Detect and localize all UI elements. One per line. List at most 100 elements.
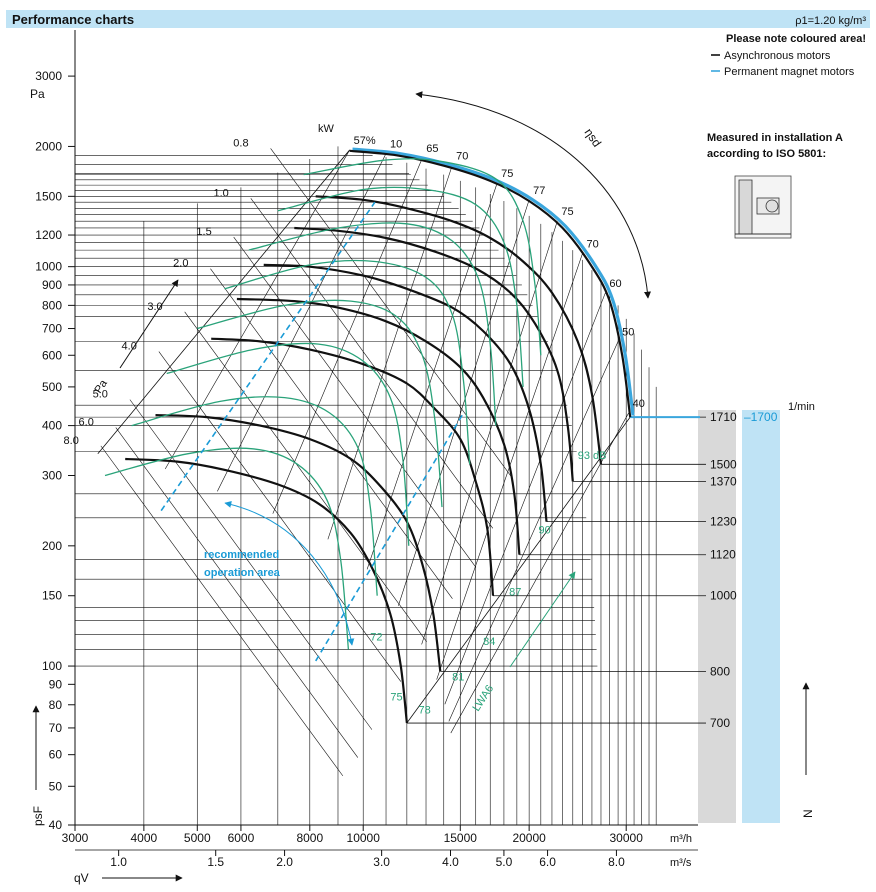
recommended-boundary-left: [160, 201, 376, 512]
sound-label: 78: [419, 705, 431, 717]
speed-label: 1230: [710, 515, 737, 529]
power-axis-arrow: [119, 279, 179, 369]
speed-label: 1500: [710, 457, 737, 471]
grey-speed-band: [698, 410, 736, 823]
power-label: 8.0: [64, 435, 79, 447]
speed-curve: [263, 263, 548, 522]
density-label: ρ1=1.20 kg/m³: [795, 15, 866, 27]
power-diagonal: [210, 268, 453, 599]
y-tick-label: 50: [49, 779, 63, 793]
x2-tick-label: 1.0: [110, 855, 127, 869]
label-layer: 40 50 60 70 80 90 100 150 200 300 400 500 600 700 800 9…: [35, 69, 777, 869]
speed-label: 1000: [710, 589, 737, 603]
x-primary-unit: m³/h: [670, 833, 692, 845]
recommended-label-1: recommended: [204, 549, 279, 561]
y-tick-label: 60: [49, 748, 63, 762]
efficiency-radial: [448, 341, 619, 722]
x-tick-label: 10000: [347, 831, 381, 845]
power-label: 1.0: [214, 187, 229, 199]
speed-label: 1370: [710, 474, 737, 488]
grid-layer: [68, 75, 706, 856]
recommended-boundary-right: [315, 412, 465, 662]
efficiency-label: 57%: [354, 135, 376, 147]
installation-a-pictogram: [734, 175, 792, 239]
y-axis-symbol: psF: [31, 806, 45, 826]
y-tick-label: 150: [42, 589, 62, 603]
y-tick-label: 2000: [35, 139, 62, 153]
x-tick-label: 20000: [512, 831, 546, 845]
blue-speed-band: [742, 410, 780, 823]
power-label: 0.8: [233, 137, 248, 149]
y-tick-label: 300: [42, 469, 62, 483]
legend-label-pm: Permanent magnet motors: [724, 66, 855, 78]
x2-tick-label: 4.0: [442, 855, 459, 869]
efficiency-axis-symbol: ηsd: [582, 126, 605, 150]
y-tick-label: 40: [49, 818, 63, 832]
y-tick-label: 1500: [35, 189, 62, 203]
lattice-bottom-edge: [406, 416, 631, 724]
efficiency-label: 70: [456, 151, 468, 163]
x-tick-label: 15000: [444, 831, 478, 845]
y-tick-label: 70: [49, 721, 63, 735]
sound-curve: [166, 342, 410, 546]
y-tick-label: 900: [42, 278, 62, 292]
sound-label: 93 dB: [578, 450, 607, 462]
note-label: Please note coloured area!: [726, 33, 866, 45]
efficiency-label: 65: [426, 143, 438, 155]
pm-speed-label: –1700: [744, 410, 778, 424]
efficiency-label: 40: [633, 398, 645, 410]
y-tick-label: 90: [49, 677, 63, 691]
speed-curve: [125, 457, 408, 724]
speed-axis-symbol: N: [801, 809, 815, 818]
measured-line-2: according to ISO 5801:: [707, 148, 826, 160]
power-label: 4.0: [122, 341, 137, 353]
y-tick-label: 400: [42, 419, 62, 433]
sound-label: 81: [452, 672, 464, 684]
efficiency-radial: [327, 165, 453, 540]
x-axis-symbol: qV: [74, 871, 89, 885]
power-label: 6.0: [79, 417, 94, 429]
power-label: 2.0: [173, 258, 188, 270]
efficiency-label: 77: [533, 185, 545, 197]
sound-axis-arrow: [509, 571, 576, 668]
y-tick-label: 800: [42, 298, 62, 312]
sound-curve: [224, 259, 471, 465]
x-tick-label: 5000: [184, 831, 211, 845]
speed-label: 800: [710, 664, 730, 678]
x-tick-label: 8000: [296, 831, 323, 845]
x2-tick-label: 1.5: [207, 855, 224, 869]
sound-label: 75: [390, 691, 402, 703]
x2-tick-label: 5.0: [496, 855, 513, 869]
power-label: 1.5: [196, 226, 211, 238]
x-tick-label: 6000: [228, 831, 255, 845]
sound-label: 90: [539, 524, 551, 536]
recommended-label-2: operation area: [204, 567, 281, 579]
speed-curve: [155, 414, 442, 672]
header-band: [6, 10, 870, 28]
x2-tick-label: 2.0: [276, 855, 293, 869]
y-tick-label: 600: [42, 348, 62, 362]
sound-label: 84: [483, 636, 495, 648]
speed-curve: [315, 195, 603, 465]
sound-curve: [131, 396, 378, 596]
power-diagonal: [233, 236, 476, 568]
efficiency-label: 70: [587, 238, 599, 250]
efficiency-label: 75: [561, 206, 573, 218]
power-label: 5.0: [93, 389, 108, 401]
y-tick-label: 3000: [35, 69, 62, 83]
sound-axis-symbol: LWA6: [470, 683, 496, 714]
efficiency-radial: [272, 157, 423, 514]
x-secondary-unit: m³/s: [670, 857, 692, 869]
x2-tick-label: 3.0: [373, 855, 390, 869]
chart-title: Performance charts: [12, 12, 134, 27]
efficiency-radial: [217, 153, 387, 492]
efficiency-label: 60: [609, 278, 621, 290]
y-tick-label: 80: [49, 698, 63, 712]
x-tick-label: 3000: [62, 831, 89, 845]
efficiency-label: 50: [622, 326, 634, 338]
y-tick-label: 100: [42, 659, 62, 673]
efficiency-label: 75: [501, 168, 513, 180]
x2-tick-label: 6.0: [539, 855, 556, 869]
